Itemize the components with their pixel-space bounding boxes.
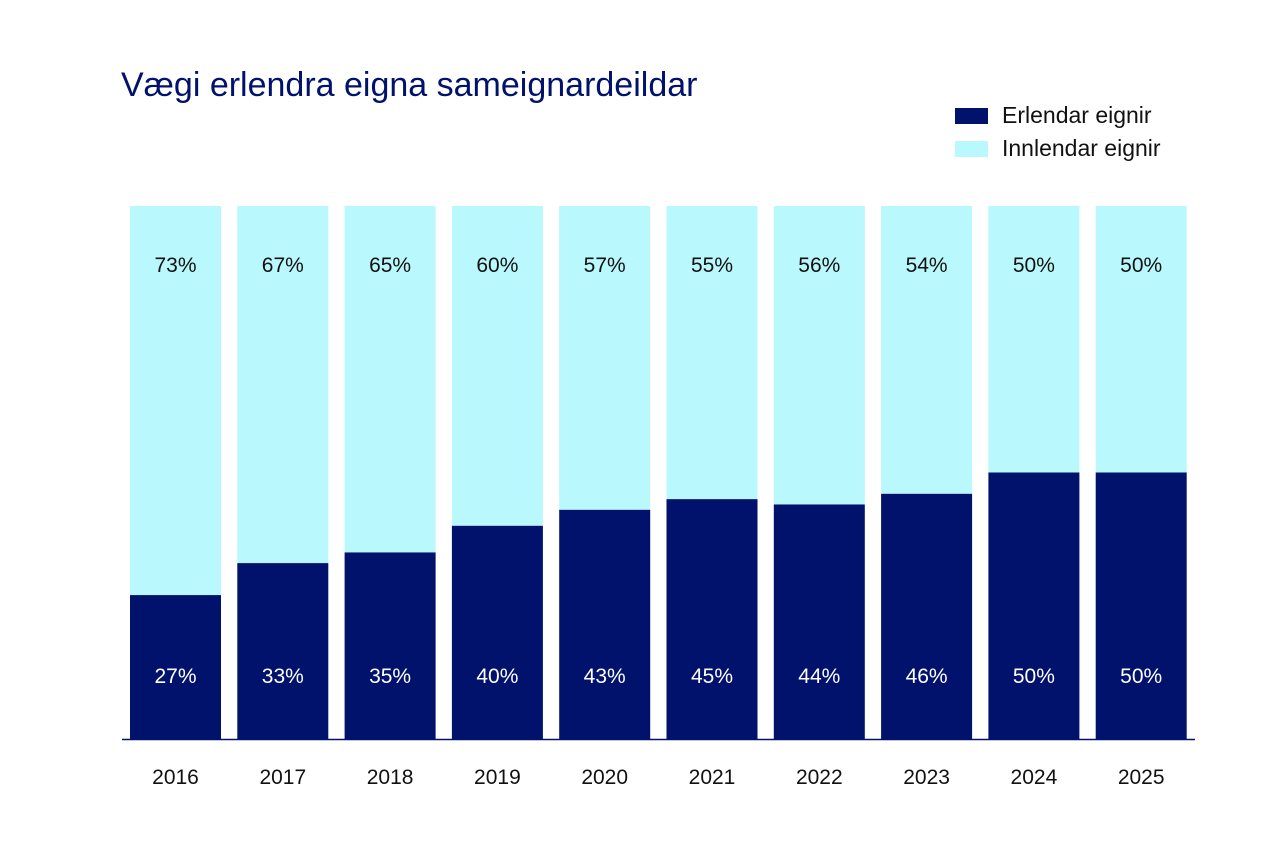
bar-innlendar-2019 [451, 206, 543, 526]
legend-swatch [955, 107, 988, 124]
data-label-erlendar: 35% [369, 665, 411, 688]
bar-erlendar-2016 [130, 595, 221, 739]
bar-erlendar-2020 [559, 509, 651, 739]
data-label-innlendar: 57% [584, 254, 626, 277]
chart-title: Vægi erlendra eigna sameignardeildar [121, 66, 698, 104]
x-tick-label: 2016 [152, 766, 199, 789]
data-label-innlendar: 60% [476, 254, 518, 277]
data-label-erlendar: 44% [798, 665, 840, 688]
bar-erlendar-2025 [1095, 472, 1187, 739]
x-tick-label: 2021 [689, 766, 736, 789]
x-tick-label: 2018 [367, 766, 414, 789]
data-label-innlendar: 54% [906, 254, 948, 277]
x-tick-label: 2023 [903, 766, 950, 789]
data-label-erlendar: 46% [906, 665, 948, 688]
bar-erlendar-2019 [451, 525, 543, 739]
x-tick-label: 2020 [581, 766, 628, 789]
bar-innlendar-2016 [130, 206, 221, 596]
x-tick-label: 2025 [1118, 766, 1165, 789]
bar-innlendar-2018 [344, 206, 436, 553]
bar-erlendar-2017 [237, 563, 329, 739]
bar-innlendar-2017 [237, 206, 329, 564]
data-label-innlendar: 73% [154, 254, 196, 277]
bar-erlendar-2022 [773, 504, 865, 739]
legend-swatch [955, 140, 988, 157]
data-label-innlendar: 55% [691, 254, 733, 277]
bar-innlendar-2025 [1095, 206, 1187, 473]
data-label-erlendar: 50% [1013, 665, 1055, 688]
data-label-erlendar: 33% [262, 665, 304, 688]
data-label-erlendar: 27% [154, 665, 196, 688]
data-label-erlendar: 50% [1120, 665, 1162, 688]
data-label-innlendar: 65% [369, 254, 411, 277]
bar-erlendar-2024 [988, 472, 1080, 739]
data-label-innlendar: 50% [1013, 254, 1055, 277]
data-label-innlendar: 50% [1120, 254, 1162, 277]
x-tick-label: 2024 [1011, 766, 1058, 789]
bar-innlendar-2022 [773, 206, 865, 505]
bar-erlendar-2021 [666, 499, 758, 739]
data-label-innlendar: 56% [798, 254, 840, 277]
data-label-erlendar: 40% [476, 665, 518, 688]
bar-innlendar-2020 [559, 206, 651, 510]
bar-innlendar-2023 [881, 206, 973, 494]
legend-label: Erlendar eignir [1002, 102, 1152, 128]
legend-label: Innlendar eignir [1002, 135, 1161, 161]
x-tick-label: 2019 [474, 766, 521, 789]
data-label-erlendar: 43% [584, 665, 626, 688]
bar-erlendar-2023 [881, 493, 973, 739]
x-tick-label: 2022 [796, 766, 843, 789]
legend-item-innlendar: Innlendar eignir [955, 135, 1161, 162]
bar-innlendar-2021 [666, 206, 758, 500]
bar-innlendar-2024 [988, 206, 1080, 473]
data-label-erlendar: 45% [691, 665, 733, 688]
bar-erlendar-2018 [344, 552, 436, 739]
data-label-innlendar: 67% [262, 254, 304, 277]
legend-item-erlendar: Erlendar eignir [955, 102, 1152, 129]
x-tick-label: 2017 [259, 766, 306, 789]
